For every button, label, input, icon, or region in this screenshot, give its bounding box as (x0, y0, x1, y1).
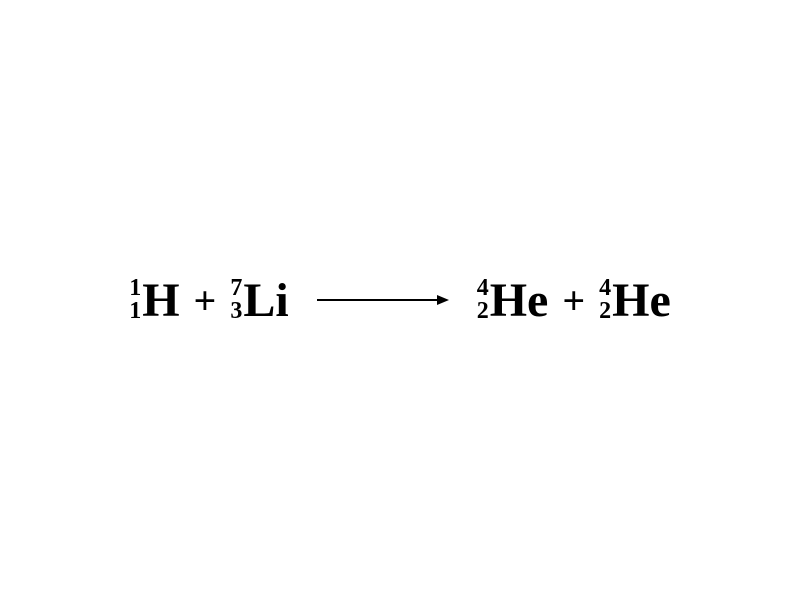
plus-operator-1: + (194, 277, 217, 324)
arrow-line (317, 299, 437, 301)
reactant-2-scripts: 7 3 (230, 277, 242, 323)
reactant-1-symbol: H (142, 273, 179, 328)
reactant-2-mass: 7 (230, 277, 242, 300)
reactant-2-symbol: Li (243, 273, 288, 328)
product-1-symbol: He (490, 273, 549, 328)
product-2: 4 2 He (599, 273, 671, 328)
product-1-mass: 4 (477, 277, 489, 300)
nuclear-equation: 1 1 H + 7 3 Li 4 2 He + 4 2 He (129, 273, 671, 328)
arrow-head-icon (437, 295, 449, 305)
product-2-scripts: 4 2 (599, 277, 611, 323)
reactant-1: 1 1 H (129, 273, 179, 328)
reactant-1-atomic: 1 (129, 300, 141, 323)
product-2-atomic: 2 (599, 300, 611, 323)
product-2-symbol: He (612, 273, 671, 328)
reaction-arrow (317, 295, 449, 305)
product-1-atomic: 2 (477, 300, 489, 323)
product-1-scripts: 4 2 (477, 277, 489, 323)
reactant-1-mass: 1 (129, 277, 141, 300)
product-2-mass: 4 (599, 277, 611, 300)
reactant-2: 7 3 Li (230, 273, 288, 328)
plus-operator-2: + (562, 277, 585, 324)
product-1: 4 2 He (477, 273, 549, 328)
reactant-2-atomic: 3 (230, 300, 242, 323)
reactant-1-scripts: 1 1 (129, 277, 141, 323)
